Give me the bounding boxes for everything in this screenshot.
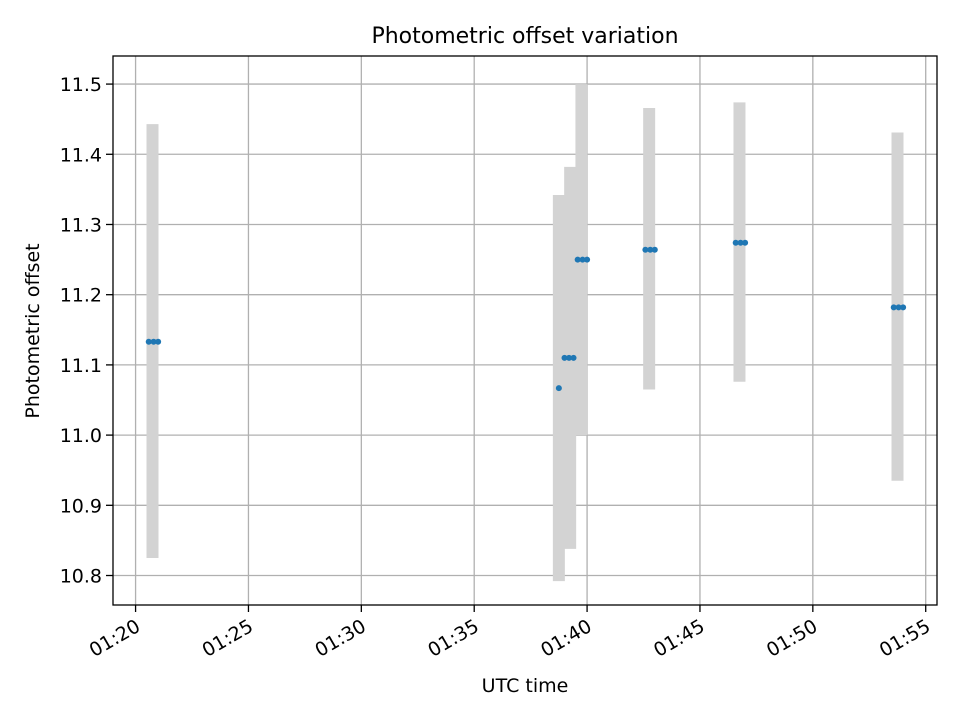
data-point — [579, 256, 586, 263]
data-point — [561, 354, 568, 361]
plot-frame — [112, 55, 938, 606]
x-tick-label: 01:55 — [876, 615, 934, 661]
y-axis-label: Photometric offset — [22, 243, 44, 418]
y-tick-label: 11.4 — [60, 144, 102, 166]
x-axis-label: UTC time — [482, 675, 569, 697]
data-point — [566, 354, 573, 361]
x-axis-ticks: 01:20 01:25 01:30 01:35 01:40 01:45 01:50 01:55 — [86, 605, 934, 662]
data-point — [890, 304, 897, 311]
y-axis-ticks: 10.8 10.9 11.0 11.1 11.2 11.3 11.4 11.5 — [60, 74, 113, 588]
data-point — [895, 304, 902, 311]
x-tick-label: 01:20 — [86, 615, 144, 661]
x-tick-label: 01:25 — [199, 615, 257, 661]
y-tick-label: 11.3 — [60, 214, 102, 236]
chart-title: Photometric offset variation — [371, 24, 678, 49]
data-point — [584, 256, 591, 263]
data-point — [647, 246, 654, 253]
data-point — [145, 338, 152, 345]
x-tick-label: 01:40 — [537, 615, 595, 661]
data-point — [570, 354, 577, 361]
y-tick-label: 11.5 — [60, 74, 102, 96]
error-bars — [146, 84, 904, 582]
data-point — [732, 239, 739, 246]
x-tick-label: 01:45 — [650, 615, 708, 661]
y-tick-label: 10.8 — [60, 566, 102, 588]
grid — [113, 56, 937, 605]
data-point — [651, 246, 658, 253]
x-tick-label: 01:50 — [763, 615, 821, 661]
data-point — [742, 239, 749, 246]
data-point — [642, 246, 649, 253]
data-point — [737, 239, 744, 246]
data-points — [145, 239, 907, 392]
data-point — [150, 338, 157, 345]
data-point — [155, 338, 162, 345]
y-tick-label: 11.0 — [60, 425, 102, 447]
x-tick-label: 01:30 — [311, 615, 369, 661]
data-point — [900, 304, 907, 311]
y-tick-label: 10.9 — [60, 495, 102, 517]
x-tick-label: 01:35 — [424, 615, 482, 661]
data-point — [574, 256, 581, 263]
data-point — [555, 385, 562, 392]
y-tick-label: 11.2 — [60, 285, 102, 307]
y-tick-label: 11.1 — [60, 355, 102, 377]
